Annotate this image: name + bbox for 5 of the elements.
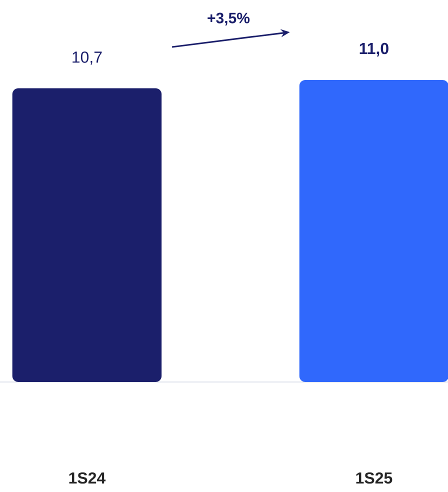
data-label: 10,7	[72, 52, 102, 65]
data-label: 11,0	[360, 42, 388, 56]
x-tick-label: 1S24	[69, 472, 106, 484]
text: +3,5%	[208, 12, 250, 26]
x-tick-label: 1S25	[356, 472, 392, 484]
